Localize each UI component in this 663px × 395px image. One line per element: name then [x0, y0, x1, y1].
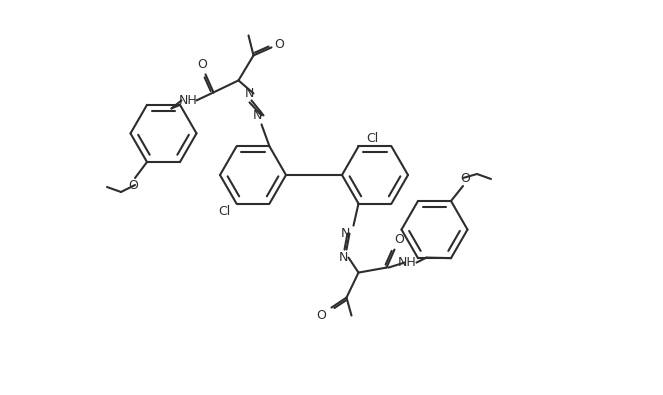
Text: O: O [274, 38, 284, 51]
Text: Cl: Cl [218, 205, 231, 218]
Text: O: O [198, 58, 208, 71]
Text: NH: NH [179, 94, 198, 107]
Text: NH: NH [398, 256, 417, 269]
Text: O: O [128, 179, 138, 192]
Text: O: O [394, 233, 404, 246]
Text: O: O [316, 309, 326, 322]
Text: N: N [245, 87, 254, 100]
Text: N: N [253, 109, 262, 122]
Text: Cl: Cl [367, 132, 379, 145]
Text: N: N [339, 251, 348, 264]
Text: N: N [341, 227, 350, 240]
Text: O: O [460, 171, 470, 184]
